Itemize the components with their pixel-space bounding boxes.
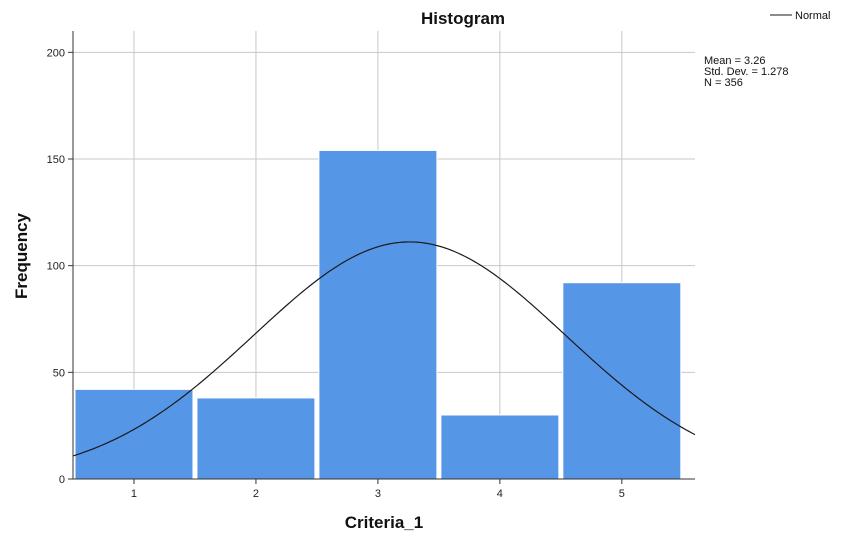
y-tick-label: 50 [53,367,65,379]
y-tick-label: 150 [47,154,65,166]
x-tick-label: 4 [497,488,503,500]
statistics-box: Mean = 3.26 Std. Dev. = 1.278 N = 356 [704,55,789,89]
histogram-bar [562,282,682,480]
std-dev-stat: Std. Dev. = 1.278 [704,66,789,78]
mean-stat: Mean = 3.26 [704,55,765,67]
x-tick-label: 2 [253,488,259,500]
x-tick-label: 3 [375,488,381,500]
x-tick-label: 1 [131,488,137,500]
legend-label: Normal [795,10,830,22]
x-axis-label: Criteria_1 [345,513,423,532]
y-tick-label: 100 [47,261,65,273]
n-stat: N = 356 [704,77,743,89]
x-tick-label: 5 [619,488,625,500]
normal-curve [72,241,696,457]
histogram-bar [196,397,316,480]
y-axis-label: Frequency [12,212,31,299]
axes [68,31,695,484]
histogram-bar [440,414,560,480]
histogram-bar [318,149,438,480]
normal-curve-group [72,241,696,457]
legend: Normal [770,10,830,22]
bars [74,149,682,480]
tick-labels: 0 50 100 150 200 1 2 3 4 5 [47,47,625,500]
y-tick-label: 0 [59,474,65,486]
y-tick-label: 200 [47,47,65,59]
chart-title: Histogram [421,9,505,28]
